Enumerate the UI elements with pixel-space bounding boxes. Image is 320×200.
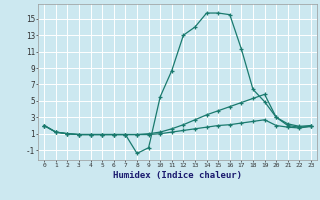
X-axis label: Humidex (Indice chaleur): Humidex (Indice chaleur) (113, 171, 242, 180)
